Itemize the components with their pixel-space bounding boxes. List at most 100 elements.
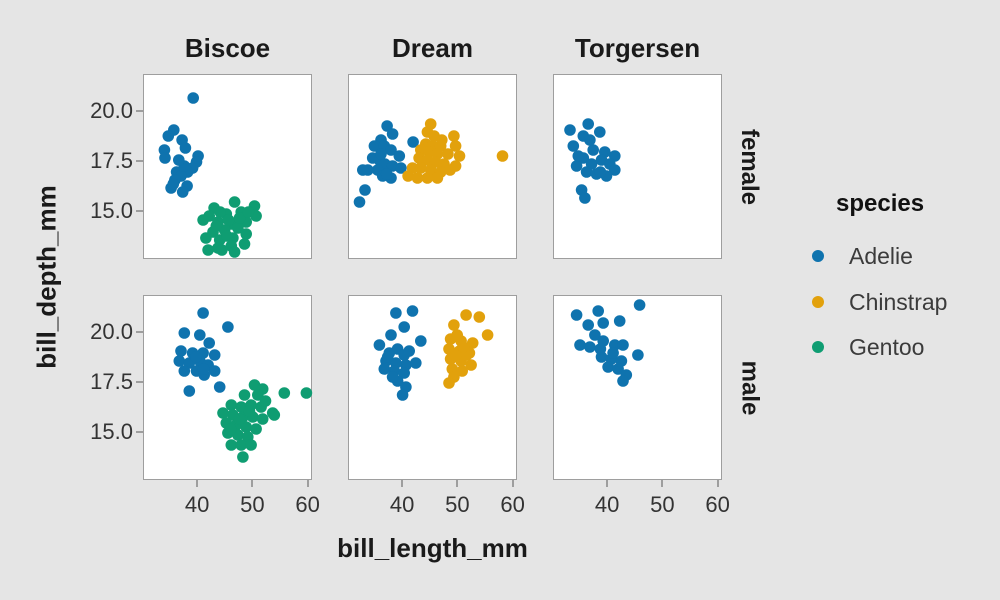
data-point-adelie: [390, 307, 402, 319]
legend-item-gentoo: Gentoo: [812, 333, 924, 361]
scatter-points-layer: [564, 118, 621, 204]
facet-column-title-dream: Dream: [392, 33, 473, 63]
data-point-adelie: [607, 347, 619, 359]
data-point-gentoo: [240, 421, 252, 433]
data-point-adelie: [190, 351, 202, 363]
data-point-adelie: [197, 307, 209, 319]
data-point-adelie: [378, 363, 391, 375]
data-point-adelie: [381, 351, 394, 363]
data-point-chinstrap: [460, 309, 472, 321]
legend-swatch-chinstrap: [812, 296, 824, 308]
data-point-gentoo: [238, 238, 251, 250]
data-point-adelie: [208, 349, 221, 361]
data-point-gentoo: [233, 212, 246, 224]
data-point-chinstrap: [451, 329, 463, 341]
x-tick-mark: [251, 480, 254, 487]
facet-row-strip-male: male: [731, 295, 767, 480]
data-point-chinstrap: [448, 130, 460, 142]
data-point-adelie: [572, 150, 585, 162]
data-point-adelie: [222, 321, 234, 333]
data-point-adelie: [617, 375, 629, 387]
data-point-chinstrap: [457, 341, 470, 353]
data-point-chinstrap: [444, 164, 456, 176]
data-point-adelie: [584, 134, 596, 146]
scatter-panel-dream-female: [348, 74, 517, 259]
scatter-panel-torgersen-female: [553, 74, 722, 259]
facet-row-label-male: male: [736, 360, 764, 415]
facet-row-strip-female: female: [731, 74, 767, 259]
scatter-panel-biscoe-female: [143, 74, 312, 259]
scatter-points-layer: [570, 299, 646, 387]
data-point-adelie: [589, 329, 601, 341]
data-point-adelie: [380, 168, 393, 180]
x-tick-label: 40: [594, 492, 620, 517]
data-point-adelie: [194, 329, 206, 341]
legend-item-adelie: Adelie: [812, 242, 913, 270]
data-point-chinstrap: [481, 329, 494, 341]
data-point-adelie: [582, 319, 594, 331]
data-point-chinstrap: [436, 134, 448, 146]
data-point-adelie: [368, 140, 381, 152]
data-point-gentoo: [235, 439, 247, 451]
x-tick-mark: [196, 480, 199, 487]
data-point-chinstrap: [465, 359, 477, 371]
data-point-adelie: [176, 186, 189, 198]
x-tick-label: 40: [389, 492, 415, 517]
data-point-adelie: [597, 317, 609, 329]
data-point-adelie: [357, 164, 369, 176]
facet-row-label-female: female: [736, 128, 764, 205]
data-point-adelie: [617, 339, 629, 351]
scatter-points-layer: [373, 305, 494, 401]
facet-column-title-biscoe: Biscoe: [184, 33, 271, 63]
y-tick-mark: [136, 331, 143, 333]
data-point-chinstrap: [449, 140, 462, 152]
x-tick-label: 40: [184, 492, 210, 517]
data-point-adelie: [570, 309, 583, 321]
data-point-gentoo: [300, 387, 313, 399]
data-point-gentoo: [222, 214, 235, 226]
data-point-chinstrap: [411, 172, 424, 184]
x-tick-mark: [401, 480, 404, 487]
legend-item-label: Adelie: [849, 242, 913, 269]
scatter-points-layer: [353, 118, 509, 208]
data-point-adelie: [602, 361, 614, 373]
data-point-gentoo: [228, 196, 241, 208]
data-point-adelie: [632, 349, 644, 361]
y-tick-label: 20.0: [90, 319, 133, 344]
data-point-gentoo: [237, 451, 249, 463]
data-point-adelie: [179, 142, 192, 154]
data-point-gentoo: [240, 228, 252, 240]
data-point-adelie: [159, 152, 171, 164]
x-tick-label: 50: [445, 492, 470, 517]
x-tick-mark: [716, 480, 719, 487]
data-point-adelie: [178, 327, 191, 339]
data-point-chinstrap: [443, 377, 455, 389]
data-point-gentoo: [250, 423, 262, 435]
data-point-gentoo: [202, 244, 214, 256]
scatter-points-layer: [158, 92, 262, 258]
data-point-adelie: [178, 365, 191, 377]
data-point-gentoo: [224, 423, 237, 435]
data-point-adelie: [385, 329, 397, 341]
x-tick-mark: [511, 480, 514, 487]
data-point-adelie: [582, 118, 594, 130]
data-point-adelie: [594, 343, 607, 355]
data-point-adelie: [385, 144, 397, 156]
data-point-adelie: [373, 339, 386, 351]
data-point-adelie: [393, 150, 406, 162]
x-tick-mark: [306, 480, 309, 487]
data-point-gentoo: [243, 405, 256, 417]
data-point-chinstrap: [466, 337, 479, 349]
data-point-gentoo: [233, 413, 246, 425]
data-point-gentoo: [245, 439, 257, 451]
data-point-adelie: [592, 305, 604, 317]
data-point-adelie: [567, 140, 580, 152]
data-point-chinstrap: [449, 349, 462, 361]
x-axis-title: bill_length_mm: [337, 533, 528, 563]
data-point-adelie: [175, 345, 187, 357]
data-point-gentoo: [217, 407, 229, 419]
data-point-adelie: [584, 341, 596, 353]
x-tick-mark: [661, 480, 664, 487]
data-point-gentoo: [268, 409, 281, 421]
legend-item-label: Gentoo: [849, 333, 925, 360]
